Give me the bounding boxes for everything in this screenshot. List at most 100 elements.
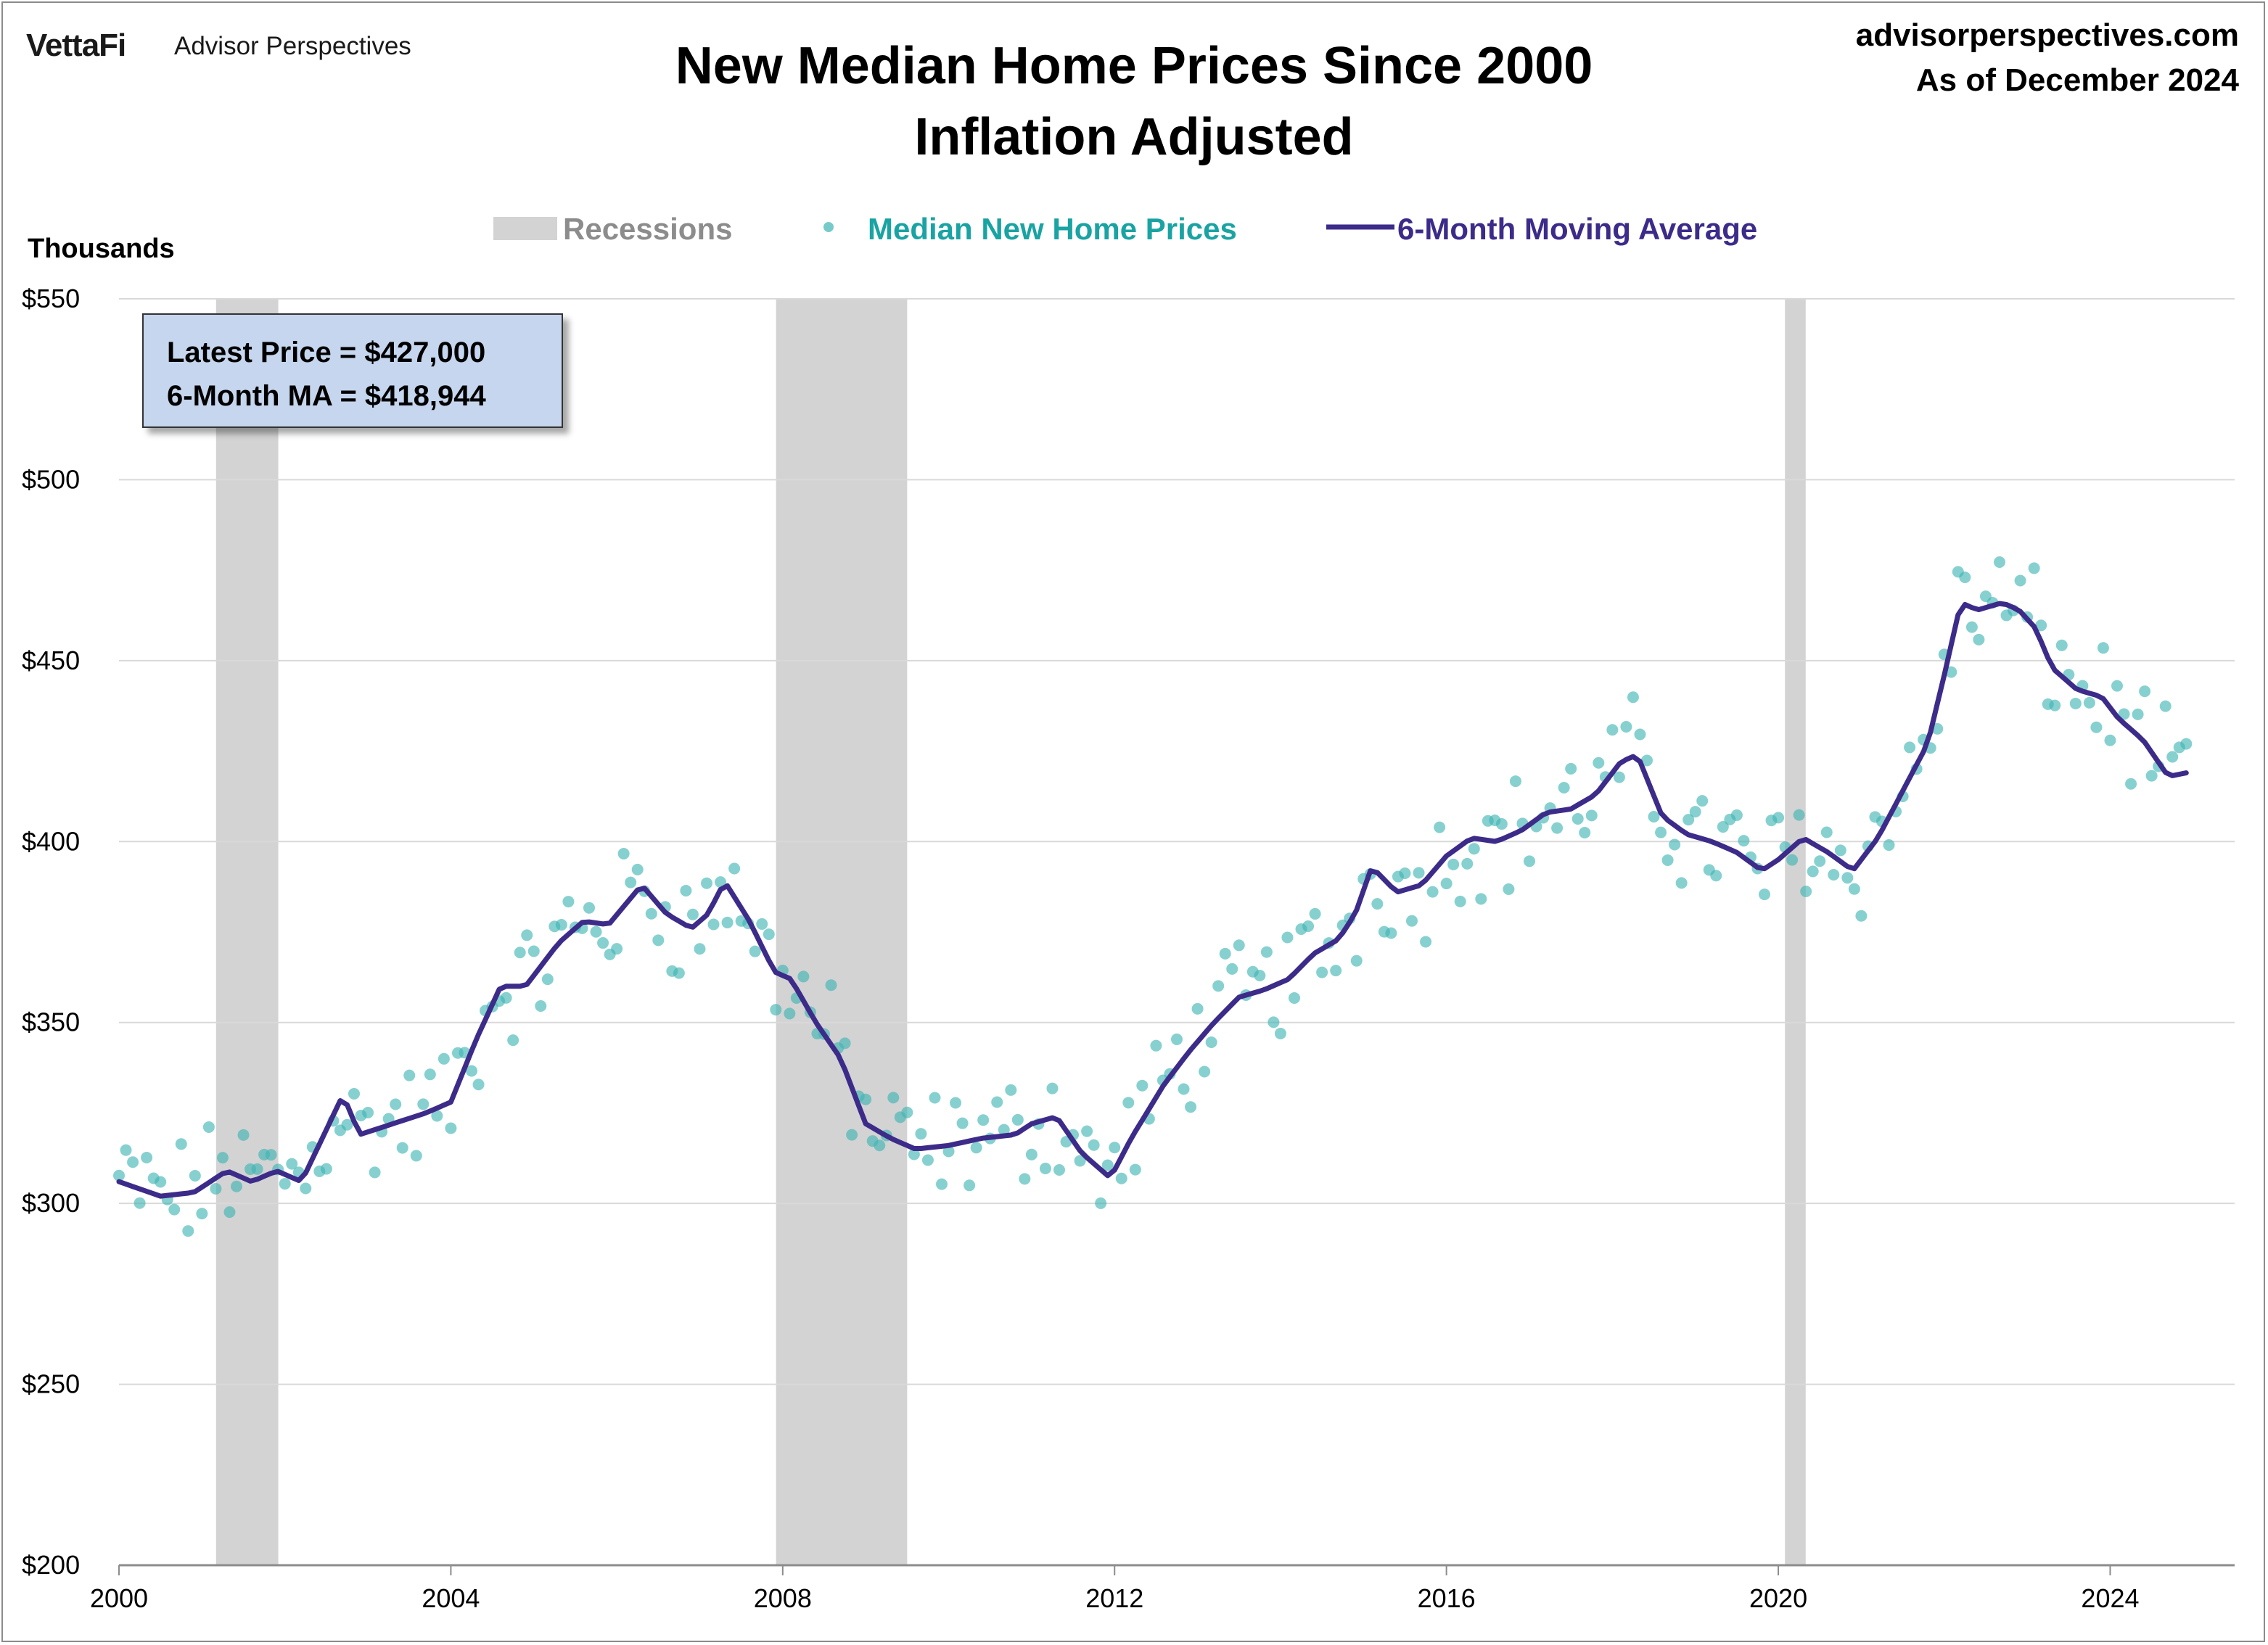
- price-point: [1302, 920, 1315, 933]
- price-point: [797, 970, 810, 983]
- price-point: [2139, 685, 2151, 698]
- price-point: [1772, 812, 1785, 824]
- price-point: [2028, 562, 2040, 574]
- x-tick-label: 2020: [1749, 1583, 1807, 1613]
- y-tick-label: $500: [22, 464, 80, 494]
- legend-points-label: Median New Home Prices: [868, 212, 1237, 246]
- y-units-label: Thousands: [28, 234, 175, 264]
- price-point: [2159, 700, 2172, 712]
- price-point: [887, 1092, 900, 1104]
- price-point: [1434, 821, 1446, 833]
- price-point: [1524, 855, 1535, 867]
- price-point: [617, 847, 630, 859]
- price-point: [1855, 910, 1868, 922]
- price-point: [562, 896, 575, 908]
- price-point: [1571, 812, 1584, 825]
- price-point: [1440, 878, 1453, 890]
- legend: Recessions Median New Home Prices 6-Mont…: [493, 212, 1757, 246]
- price-point: [555, 919, 567, 931]
- price-point: [1122, 1097, 1135, 1109]
- price-point: [155, 1176, 167, 1188]
- chart-subtitle: Inflation Adjusted: [914, 108, 1354, 166]
- price-point: [507, 1034, 519, 1047]
- y-tick-label: $450: [22, 646, 80, 675]
- price-point: [1046, 1082, 1059, 1094]
- price-point: [1178, 1083, 1190, 1095]
- price-point: [210, 1182, 222, 1195]
- price-point: [1039, 1163, 1051, 1175]
- price-point: [901, 1106, 913, 1118]
- price-point: [1759, 889, 1770, 901]
- price-point: [721, 916, 734, 928]
- price-point: [1620, 720, 1632, 733]
- source-site: advisorperspectives.com: [1855, 17, 2239, 53]
- price-point: [950, 1097, 962, 1109]
- price-point: [1848, 883, 1860, 895]
- price-point: [445, 1122, 457, 1134]
- price-point: [1413, 867, 1425, 879]
- price-point: [1965, 621, 1978, 633]
- price-point: [1841, 872, 1854, 884]
- price-point: [1399, 867, 1411, 879]
- price-point: [417, 1098, 430, 1110]
- price-point: [541, 973, 554, 986]
- price-point: [424, 1068, 436, 1081]
- price-point: [2180, 738, 2193, 750]
- latest-price-text: Latest Price = $427,000: [167, 337, 486, 368]
- price-point: [1593, 756, 1605, 769]
- price-point: [1828, 869, 1840, 881]
- price-point: [625, 876, 637, 889]
- price-point: [749, 945, 761, 957]
- price-point: [1606, 724, 1619, 736]
- price-point: [1233, 939, 1245, 952]
- price-point: [1191, 1002, 1204, 1015]
- price-point: [1585, 809, 1598, 822]
- price-point: [964, 1179, 976, 1192]
- y-tick-label: $300: [22, 1188, 80, 1218]
- price-point: [286, 1158, 298, 1170]
- price-point: [1994, 556, 2005, 569]
- y-tick-label: $350: [22, 1007, 80, 1037]
- price-point: [1648, 810, 1660, 822]
- price-point: [341, 1118, 353, 1131]
- price-point: [2069, 697, 2082, 709]
- price-point: [631, 863, 644, 875]
- moving-average-text: 6-Month MA = $418,944: [167, 380, 486, 412]
- price-point: [1447, 858, 1460, 870]
- price-point: [127, 1156, 139, 1168]
- price-point: [1309, 907, 1321, 920]
- price-point: [348, 1087, 360, 1100]
- price-point: [1053, 1164, 1065, 1176]
- price-point: [1171, 1033, 1183, 1045]
- price-point: [141, 1152, 153, 1164]
- price-point: [611, 943, 623, 955]
- price-point: [2132, 708, 2144, 720]
- price-point: [1613, 771, 1625, 783]
- x-tick-label: 2012: [1085, 1583, 1143, 1613]
- price-point: [279, 1178, 291, 1190]
- price-point: [756, 918, 768, 930]
- price-point: [728, 862, 741, 875]
- price-point: [1095, 1197, 1107, 1209]
- legend-recession-swatch: [493, 217, 557, 240]
- price-point: [1150, 1039, 1162, 1052]
- vettafi-logo: VettaFi: [26, 28, 126, 63]
- price-point: [2125, 778, 2137, 790]
- price-point: [1281, 931, 1294, 944]
- price-point: [998, 1124, 1010, 1136]
- y-tick-label: $200: [22, 1550, 80, 1580]
- price-point: [1219, 947, 1231, 960]
- latest-values-callout: Latest Price = $427,000 6-Month MA = $41…: [142, 313, 563, 428]
- price-point: [223, 1206, 236, 1219]
- price-point: [1669, 838, 1681, 851]
- price-point: [1682, 814, 1695, 826]
- price-point: [1019, 1173, 1031, 1185]
- price-point: [1185, 1101, 1197, 1113]
- price-point: [231, 1180, 242, 1192]
- price-point: [1454, 895, 1466, 907]
- price-point: [846, 1129, 858, 1141]
- price-point: [1945, 666, 1957, 678]
- price-point: [1088, 1139, 1100, 1151]
- price-point: [1115, 1172, 1127, 1184]
- price-point: [2055, 639, 2068, 651]
